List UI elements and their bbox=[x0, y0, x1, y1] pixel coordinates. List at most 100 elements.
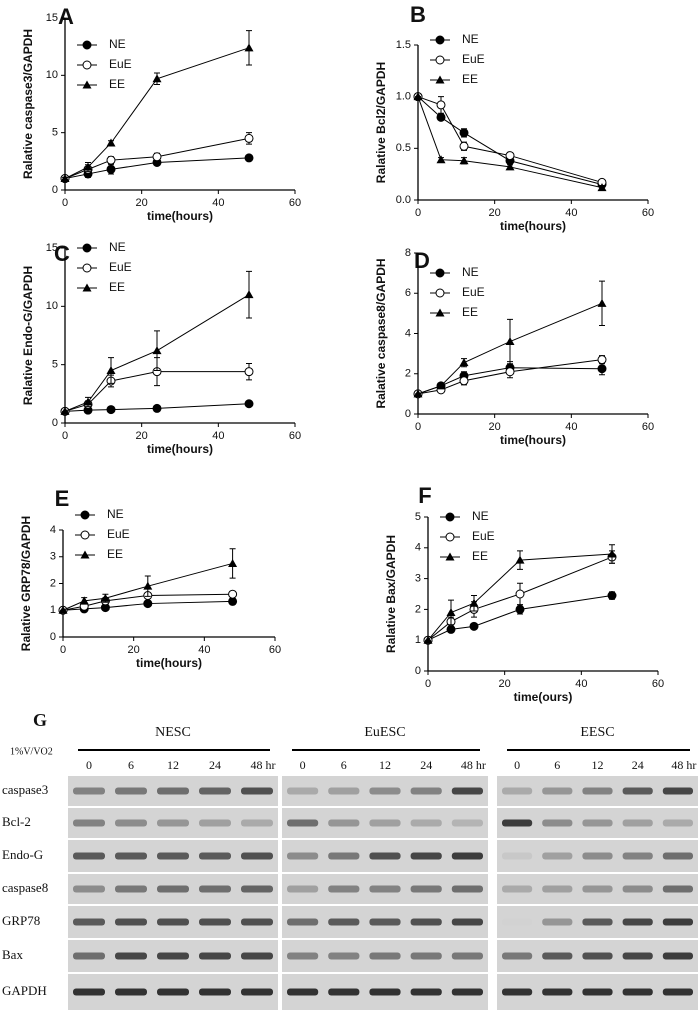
marker bbox=[435, 75, 445, 84]
legend-label: NE bbox=[462, 265, 479, 279]
blot-band bbox=[73, 885, 105, 893]
y-tick-label: 5 bbox=[52, 359, 58, 371]
blot-band bbox=[502, 852, 533, 860]
panel-letter: G bbox=[33, 710, 47, 730]
blot-band bbox=[502, 787, 533, 795]
legend-label: NE bbox=[109, 240, 126, 254]
legend-label: EE bbox=[462, 72, 478, 86]
legend-label: NE bbox=[462, 32, 479, 46]
blot-band bbox=[451, 918, 483, 926]
blot-band bbox=[369, 885, 401, 893]
blot-band bbox=[622, 988, 653, 996]
blot-band bbox=[451, 819, 483, 827]
marker bbox=[423, 635, 433, 644]
blot-band bbox=[542, 819, 573, 827]
protein-label: Bcl-2 bbox=[2, 814, 31, 829]
marker bbox=[435, 308, 445, 317]
y-tick-label: 10 bbox=[46, 69, 58, 81]
marker bbox=[459, 128, 469, 138]
y-tick-label: 1.5 bbox=[396, 39, 411, 51]
legend-label: EuE bbox=[472, 529, 495, 543]
blot-band bbox=[662, 787, 693, 795]
blot-band bbox=[287, 918, 319, 926]
x-tick-label: 20 bbox=[128, 644, 140, 656]
blot-band bbox=[115, 787, 147, 795]
blot-band bbox=[410, 787, 442, 795]
blot-band bbox=[73, 952, 105, 960]
panel-letter: C bbox=[54, 241, 70, 266]
blot-band bbox=[662, 918, 693, 926]
legend-label: NE bbox=[109, 37, 126, 51]
x-tick-label: 60 bbox=[289, 197, 301, 209]
y-tick-label: 6 bbox=[405, 287, 411, 299]
marker bbox=[445, 552, 455, 561]
blot-band bbox=[582, 988, 613, 996]
x-tick-label: 40 bbox=[575, 678, 587, 690]
protein-label: Bax bbox=[2, 947, 23, 962]
blot-band bbox=[582, 852, 613, 860]
x-tick-label: 60 bbox=[642, 421, 654, 433]
blot-band bbox=[199, 852, 231, 860]
blot-band bbox=[662, 988, 693, 996]
y-tick-label: 2 bbox=[405, 368, 411, 380]
time-label: 24 bbox=[209, 758, 221, 772]
y-axis-label: Ralative Bax/GAPDH bbox=[384, 535, 398, 653]
legend-label: EuE bbox=[109, 260, 132, 274]
marker bbox=[413, 389, 423, 398]
marker bbox=[244, 153, 254, 163]
panel-letter: E bbox=[55, 486, 70, 511]
marker bbox=[79, 596, 89, 605]
x-axis-label: time(hours) bbox=[147, 209, 213, 223]
marker bbox=[597, 183, 607, 192]
blot-band bbox=[582, 885, 613, 893]
blot-band bbox=[157, 988, 189, 996]
y-tick-label: 0 bbox=[50, 631, 56, 643]
blot-band bbox=[199, 918, 231, 926]
blot-band bbox=[199, 787, 231, 795]
marker bbox=[143, 581, 153, 590]
protein-label: caspase3 bbox=[2, 782, 48, 797]
time-label: 6 bbox=[128, 758, 134, 772]
marker bbox=[505, 151, 515, 161]
y-axis-label: Ralative caspase3/GAPDH bbox=[21, 29, 35, 179]
time-label: 48 hr bbox=[251, 758, 276, 772]
marker bbox=[244, 133, 254, 143]
blot-band bbox=[451, 885, 483, 893]
legend-label: EuE bbox=[107, 527, 130, 541]
marker bbox=[459, 358, 469, 367]
marker bbox=[228, 589, 238, 599]
marker bbox=[106, 138, 116, 147]
blot-band bbox=[241, 787, 273, 795]
marker bbox=[100, 593, 110, 602]
blot-band bbox=[662, 952, 693, 960]
time-label: 24 bbox=[420, 758, 432, 772]
blot-band bbox=[199, 819, 231, 827]
marker bbox=[80, 530, 90, 540]
blot-band bbox=[73, 852, 105, 860]
x-axis-label: time(ours) bbox=[514, 690, 573, 704]
marker bbox=[607, 549, 617, 558]
x-tick-label: 40 bbox=[198, 644, 210, 656]
blot-band bbox=[451, 988, 483, 996]
blot-band bbox=[328, 988, 360, 996]
x-tick-label: 60 bbox=[652, 678, 664, 690]
blot-band bbox=[328, 852, 360, 860]
protein-label: GAPDH bbox=[2, 983, 47, 998]
blot-band bbox=[73, 988, 105, 996]
marker bbox=[607, 591, 617, 601]
blot-band bbox=[157, 852, 189, 860]
x-tick-label: 20 bbox=[489, 207, 501, 219]
x-tick-label: 60 bbox=[269, 644, 281, 656]
y-tick-label: 4 bbox=[415, 542, 421, 554]
legend-label: EE bbox=[472, 549, 488, 563]
blot-band bbox=[502, 885, 533, 893]
marker bbox=[80, 510, 90, 520]
y-tick-label: 1 bbox=[415, 634, 421, 646]
time-label: 12 bbox=[379, 758, 391, 772]
x-tick-label: 20 bbox=[136, 197, 148, 209]
blot-band bbox=[199, 952, 231, 960]
y-axis-label: Ralative GRP78/GAPDH bbox=[19, 516, 33, 651]
blot-band bbox=[115, 852, 147, 860]
blot-band bbox=[328, 885, 360, 893]
blot-band bbox=[542, 852, 573, 860]
